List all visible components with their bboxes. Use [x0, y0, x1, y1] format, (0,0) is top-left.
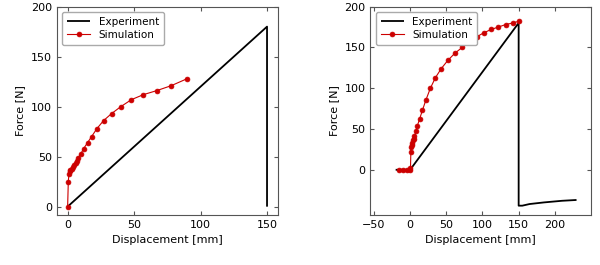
Simulation: [411, 135, 418, 138]
Simulation: [410, 137, 418, 140]
Simulation: [108, 112, 115, 115]
Simulation: [407, 145, 415, 148]
Simulation: [74, 156, 82, 159]
Simulation: [422, 98, 430, 101]
Simulation: [409, 139, 416, 142]
Experiment: [515, 21, 522, 25]
Experiment: [407, 168, 414, 171]
Simulation: [68, 167, 75, 170]
Simulation: [515, 20, 522, 23]
Experiment: [573, 198, 580, 202]
Simulation: [66, 169, 73, 172]
Simulation: [451, 51, 458, 55]
Simulation: [466, 40, 473, 43]
Simulation: [407, 167, 414, 170]
Simulation: [140, 93, 147, 96]
Simulation: [412, 130, 419, 133]
Simulation: [64, 205, 71, 208]
Simulation: [70, 165, 77, 168]
Simulation: [481, 31, 488, 34]
Experiment: [64, 205, 71, 208]
Experiment: [526, 202, 533, 206]
Line: Simulation: Simulation: [65, 76, 190, 209]
Simulation: [84, 141, 91, 144]
Simulation: [100, 119, 107, 122]
X-axis label: Displacement [mm]: Displacement [mm]: [112, 235, 223, 245]
Simulation: [458, 46, 466, 49]
Experiment: [399, 168, 406, 171]
Legend: Experiment, Simulation: Experiment, Simulation: [62, 12, 164, 45]
Simulation: [399, 168, 406, 171]
Simulation: [409, 141, 416, 144]
Experiment: [263, 205, 271, 208]
Line: Simulation: Simulation: [397, 19, 521, 172]
Experiment: [392, 168, 399, 171]
Simulation: [71, 163, 78, 166]
Simulation: [437, 67, 445, 70]
Experiment: [518, 204, 526, 207]
Simulation: [403, 168, 410, 171]
Simulation: [77, 152, 85, 155]
Experiment: [407, 168, 414, 171]
Simulation: [184, 77, 191, 80]
Simulation: [488, 28, 495, 31]
Line: Experiment: Experiment: [68, 26, 267, 207]
Simulation: [414, 124, 421, 127]
Simulation: [509, 21, 517, 25]
Simulation: [93, 127, 100, 130]
Simulation: [117, 105, 124, 108]
Simulation: [73, 159, 80, 162]
Simulation: [444, 59, 451, 62]
Legend: Experiment, Simulation: Experiment, Simulation: [376, 12, 478, 45]
Simulation: [432, 76, 439, 79]
Line: Experiment: Experiment: [395, 23, 577, 206]
Simulation: [88, 135, 95, 138]
Experiment: [559, 199, 566, 202]
Experiment: [263, 25, 271, 28]
Y-axis label: Force [N]: Force [N]: [329, 85, 339, 136]
X-axis label: Displacement [mm]: Displacement [mm]: [425, 235, 536, 245]
Simulation: [502, 23, 509, 26]
Simulation: [67, 168, 74, 171]
Y-axis label: Force [N]: Force [N]: [16, 85, 25, 136]
Simulation: [80, 147, 87, 150]
Simulation: [168, 84, 175, 87]
Simulation: [473, 35, 480, 38]
Simulation: [128, 98, 135, 101]
Simulation: [408, 144, 415, 147]
Experiment: [515, 204, 522, 207]
Simulation: [72, 161, 79, 164]
Simulation: [65, 172, 73, 175]
Simulation: [153, 89, 160, 92]
Simulation: [416, 118, 423, 121]
Simulation: [407, 150, 415, 153]
Simulation: [407, 168, 414, 171]
Simulation: [395, 168, 403, 171]
Experiment: [541, 201, 548, 204]
Simulation: [65, 180, 72, 183]
Simulation: [495, 25, 502, 29]
Simulation: [427, 87, 434, 90]
Simulation: [419, 109, 426, 112]
